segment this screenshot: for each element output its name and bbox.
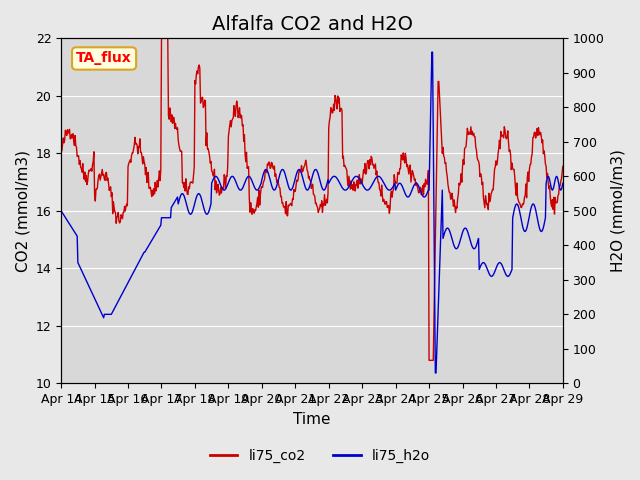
Line: li75_h2o: li75_h2o — [61, 52, 563, 373]
Y-axis label: H2O (mmol/m3): H2O (mmol/m3) — [610, 149, 625, 272]
X-axis label: Time: Time — [293, 412, 331, 427]
Y-axis label: CO2 (mmol/m3): CO2 (mmol/m3) — [15, 150, 30, 272]
Line: li75_co2: li75_co2 — [61, 38, 563, 360]
Title: Alfalfa CO2 and H2O: Alfalfa CO2 and H2O — [211, 15, 413, 34]
Legend: li75_co2, li75_h2o: li75_co2, li75_h2o — [204, 443, 436, 468]
Text: TA_flux: TA_flux — [76, 51, 132, 65]
